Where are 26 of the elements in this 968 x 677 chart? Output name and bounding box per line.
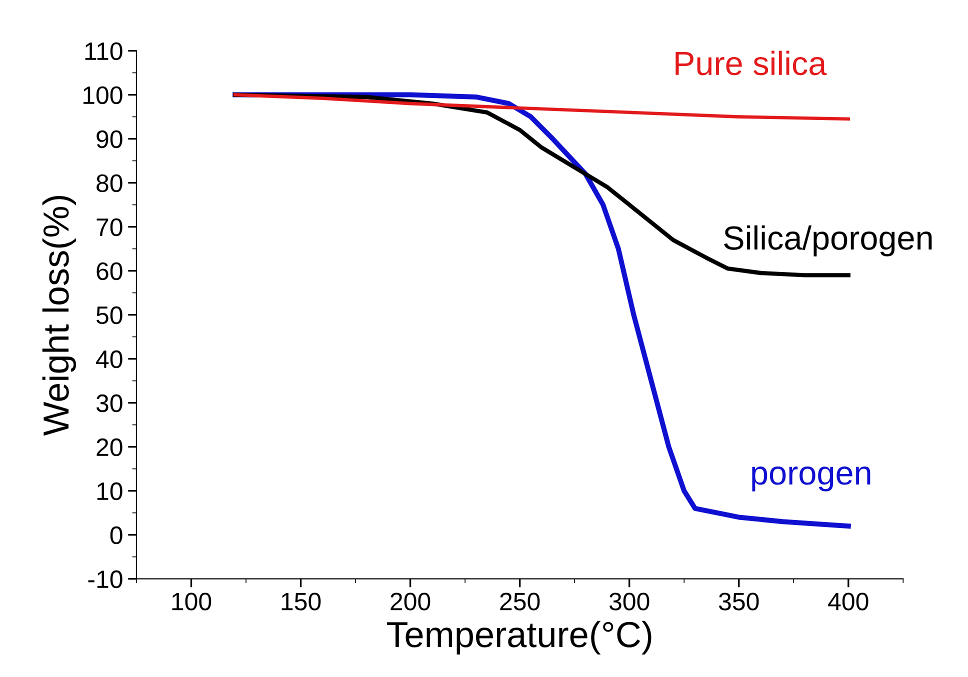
- y-tick-label: 110: [85, 42, 122, 60]
- x-tick-label: 250: [500, 592, 540, 610]
- x-tick-label: 400: [828, 592, 868, 610]
- x-tick-label: 200: [390, 592, 430, 610]
- y-tick-label: 50: [96, 306, 122, 324]
- x-tick-label: 100: [172, 592, 212, 610]
- series-label: Pure silica: [676, 50, 827, 76]
- x-tick-label: 300: [609, 592, 650, 610]
- y-tick-label: 10: [97, 482, 122, 500]
- y-tick-label: 80: [96, 174, 122, 192]
- y-tick-label: 70: [96, 218, 122, 236]
- y-tick-label: 100: [83, 86, 122, 104]
- y-tick-label: 20: [96, 438, 122, 456]
- y-tick-label: -10: [88, 570, 122, 588]
- y-tick-label: 40: [96, 350, 122, 368]
- x-axis-title: Temperature(°C): [387, 620, 652, 655]
- series-label: porogen: [752, 466, 870, 492]
- y-tick-label: 60: [96, 262, 122, 280]
- line-series: [233, 93, 850, 121]
- x-tick-label: 150: [282, 592, 321, 610]
- y-tick-label: 30: [96, 394, 122, 412]
- y-tick-label: 0: [110, 526, 122, 544]
- series-label: Silica/porogen: [724, 225, 932, 256]
- y-axis-title: Weight loss(%): [42, 196, 76, 436]
- y-tick-label: 90: [96, 130, 122, 148]
- x-tick-label: 350: [718, 592, 759, 610]
